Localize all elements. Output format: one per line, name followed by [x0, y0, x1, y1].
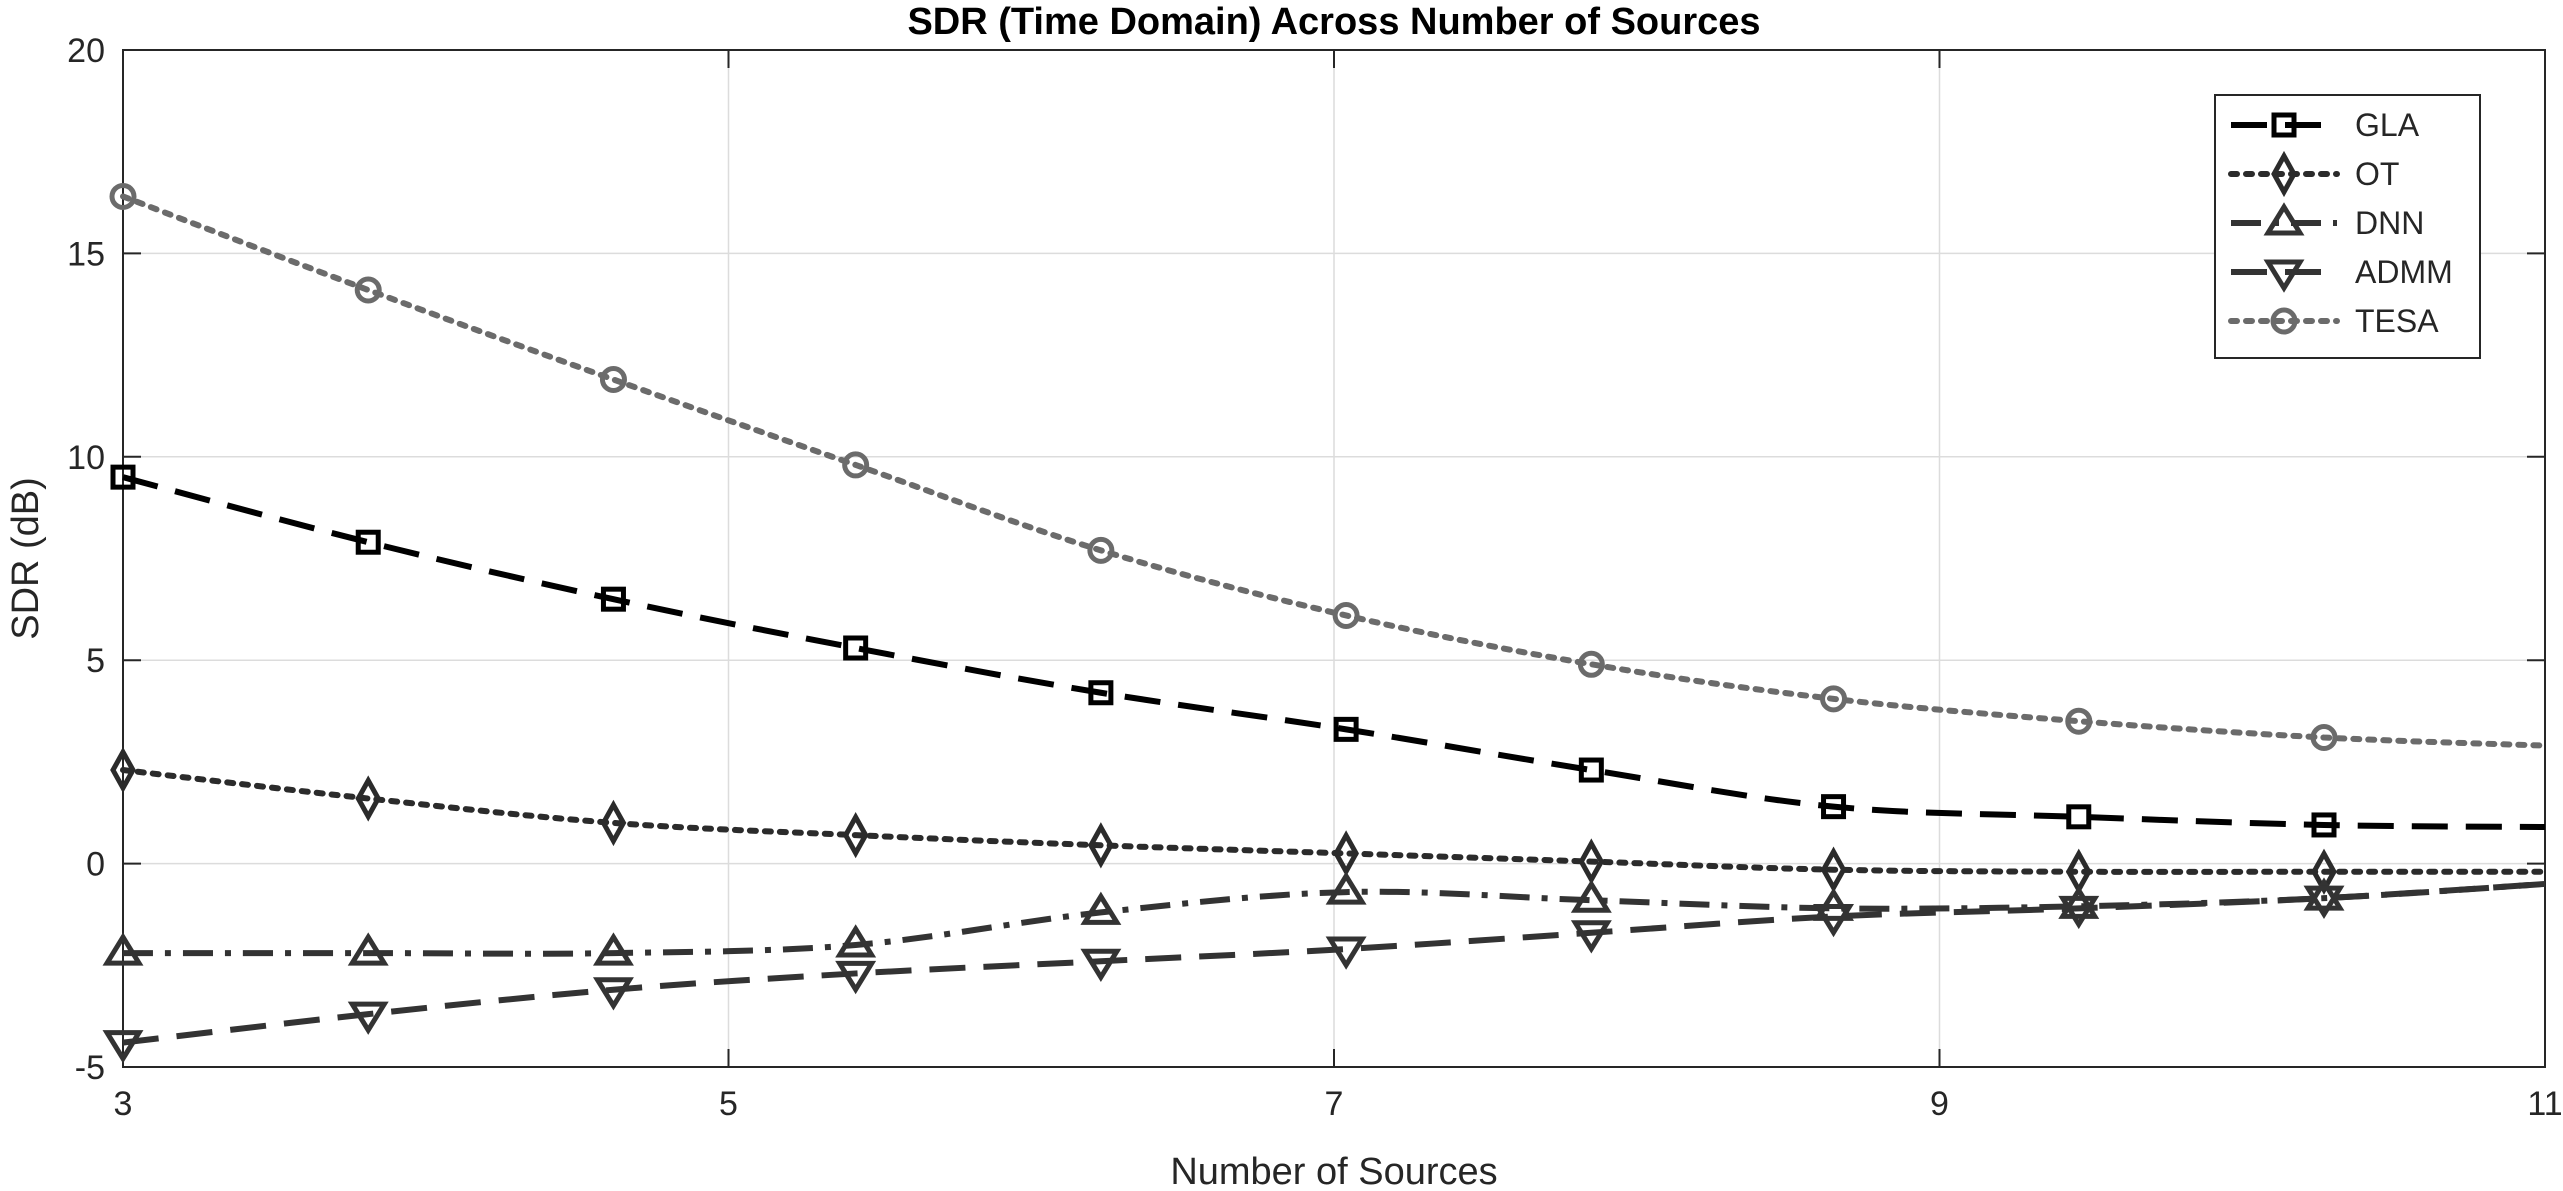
legend-label-admm: ADMM [2355, 254, 2453, 290]
marker-dnn [102, 932, 144, 966]
x-tick-label: 11 [2527, 1085, 2562, 1123]
marker-tesa [2310, 723, 2338, 751]
marker-ot [600, 799, 627, 847]
legend-marker-admm [2263, 259, 2305, 293]
legend-marker-tesa [2270, 307, 2298, 335]
marker-ot [355, 775, 382, 822]
x-tick-label: 5 [719, 1085, 738, 1123]
legend-marker-ot [2271, 150, 2297, 198]
legend-box [2214, 94, 2481, 359]
legend-label-gla: GLA [2355, 107, 2420, 143]
series-markers [102, 182, 2345, 1064]
x-axis-label: Number of Sources [1170, 1151, 1497, 1191]
marker-dnn [1325, 871, 1367, 905]
legend-marker-gla [2271, 112, 2297, 138]
marker-dnn [1570, 879, 1612, 913]
marker-tesa [599, 366, 627, 394]
chart-title: SDR (Time Domain) Across Number of Sourc… [907, 1, 1760, 43]
marker-admm [1080, 948, 1122, 983]
marker-tesa [1087, 536, 1115, 564]
series-line-tesa [120, 193, 2548, 749]
x-tick-label: 3 [114, 1085, 133, 1123]
marker-tesa [1332, 601, 1360, 629]
marker-admm [1325, 936, 1367, 970]
series-line-ot [120, 767, 2548, 875]
y-tick-label: 15 [67, 235, 105, 273]
marker-dnn [347, 932, 389, 966]
marker-ot [110, 746, 136, 794]
marker-admm [347, 1001, 389, 1035]
marker-admm [592, 977, 634, 1011]
marker-admm [835, 960, 877, 995]
marker-tesa [1577, 650, 1605, 678]
y-tick-label: 0 [86, 846, 105, 884]
marker-gla [2066, 804, 2092, 830]
series-line-gla [122, 474, 2546, 830]
marker-admm [1570, 920, 1612, 954]
y-tick-label: 10 [67, 439, 105, 477]
x-tick-label: 7 [1325, 1085, 1344, 1123]
x-tick-label: 9 [1930, 1085, 1949, 1123]
marker-dnn [835, 924, 877, 958]
series-line-admm [122, 880, 2546, 1046]
y-tick-label: 20 [67, 32, 105, 70]
marker-gla [600, 586, 626, 612]
marker-dnn [2058, 885, 2100, 919]
marker-admm [102, 1030, 144, 1064]
marker-dnn [592, 932, 634, 966]
marker-gla [843, 635, 869, 661]
marker-ot [1088, 822, 1114, 869]
marker-admm [1813, 903, 1855, 938]
marker-gla [1578, 757, 1604, 783]
marker-tesa [109, 182, 137, 210]
y-tick-label: 5 [86, 642, 105, 680]
marker-admm [2058, 895, 2100, 930]
legend-label-ot: OT [2355, 156, 2399, 192]
series-lines [120, 193, 2548, 1046]
marker-admm [2303, 885, 2345, 919]
axis-ticks: 3 5 7 9 11 -5 0 5 10 15 20 [67, 32, 2562, 1123]
y-axis-label: SDR (dB) [5, 477, 47, 640]
marker-gla [355, 529, 381, 555]
marker-dnn [2303, 877, 2345, 911]
marker-gla [2311, 812, 2337, 838]
legend-label-dnn: DNN [2355, 205, 2424, 241]
marker-gla [110, 464, 136, 490]
marker-gla [1821, 794, 1847, 820]
marker-tesa [842, 451, 870, 479]
marker-gla [1088, 680, 1114, 706]
marker-gla [1333, 716, 1359, 742]
marker-ot [842, 811, 869, 859]
legend-label-tesa: TESA [2355, 303, 2439, 339]
marker-tesa [354, 276, 382, 304]
marker-tesa [2065, 707, 2093, 735]
marker-dnn [1080, 891, 1122, 925]
legend-marker-dnn [2263, 202, 2305, 236]
marker-tesa [1820, 685, 1848, 713]
y-tick-label: -5 [75, 1049, 105, 1087]
legend: GLA OT DNN ADMM TESA [2214, 94, 2481, 359]
